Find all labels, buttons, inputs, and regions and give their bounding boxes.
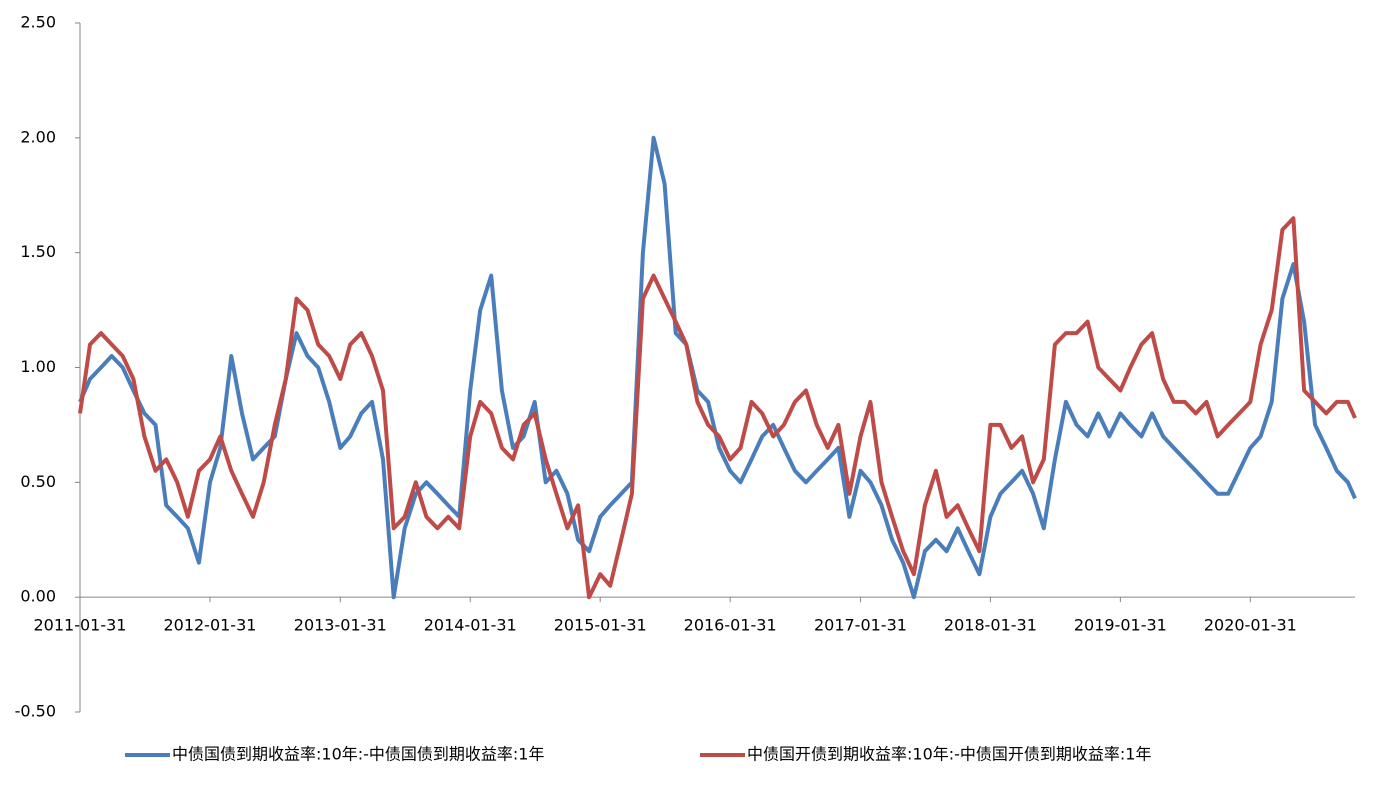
series-line	[78, 216, 1357, 600]
y-tick-label: -0.50	[15, 702, 56, 721]
x-tick-label: 2018-01-31	[944, 616, 1037, 635]
y-tick-label: 0.00	[20, 587, 56, 606]
x-tick-label: 2013-01-31	[294, 616, 387, 635]
y-tick-label: 2.50	[20, 13, 56, 32]
y-tick-label: 1.00	[20, 357, 56, 376]
y-tick-label: 1.50	[20, 242, 56, 261]
x-tick-label: 2014-01-31	[424, 616, 517, 635]
y-tick-label: 0.50	[20, 472, 56, 491]
x-tick-label: 2015-01-31	[554, 616, 647, 635]
series-line	[78, 135, 1357, 600]
x-tick-label: 2020-01-31	[1204, 616, 1297, 635]
legend-label: 中债国开债到期收益率:10年:-中债国开债到期收益率:1年	[747, 745, 1152, 764]
x-tick-label: 2019-01-31	[1074, 616, 1167, 635]
x-tick-label: 2017-01-31	[814, 616, 907, 635]
x-tick-label: 2016-01-31	[684, 616, 777, 635]
y-tick-label: 2.00	[20, 127, 56, 146]
x-tick-label: 2012-01-31	[163, 616, 256, 635]
legend-label: 中债国债到期收益率:10年:-中债国债到期收益率:1年	[172, 745, 545, 764]
x-tick-label: 2011-01-31	[34, 616, 127, 635]
